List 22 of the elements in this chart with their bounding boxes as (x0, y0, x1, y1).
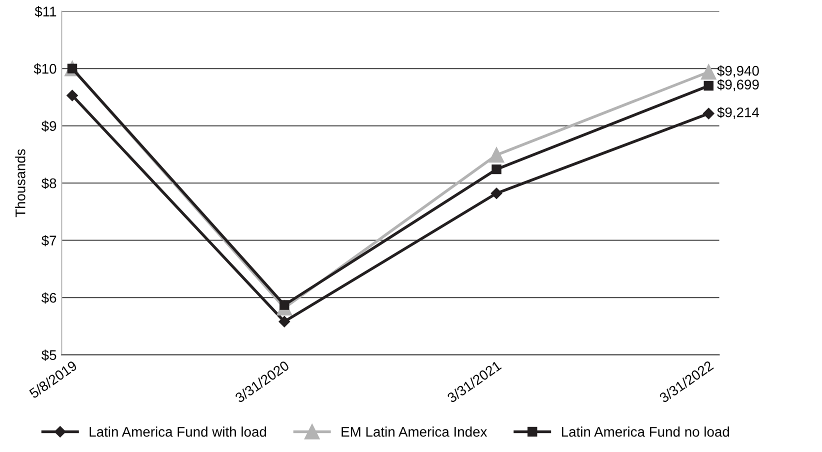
y-axis-title: Thousands (15, 149, 26, 218)
point (701, 64, 716, 80)
legend-label: Latin America Fund with load (90, 426, 266, 437)
y-tick-label: $9 (41, 120, 56, 132)
annotation: $9,214 (717, 106, 760, 119)
y-tick-label: $6 (41, 292, 56, 304)
y-tick-label: $11 (34, 6, 56, 18)
y-tick-label: $7 (41, 235, 56, 246)
point (488, 147, 504, 163)
point (490, 188, 502, 199)
legend-label: Latin America Fund no load (562, 426, 730, 437)
point (704, 80, 714, 91)
y-tick-label: $8 (41, 178, 56, 190)
y-tick-label: $10 (34, 63, 56, 75)
point (703, 108, 714, 120)
point (492, 164, 502, 174)
annotation: $9,940 (717, 65, 759, 78)
y-tick-label: $5 (41, 350, 56, 361)
legend-label: EM Latin America Index (342, 426, 488, 437)
annotation: $9,699 (717, 79, 759, 92)
point (278, 316, 290, 328)
point (66, 90, 78, 102)
